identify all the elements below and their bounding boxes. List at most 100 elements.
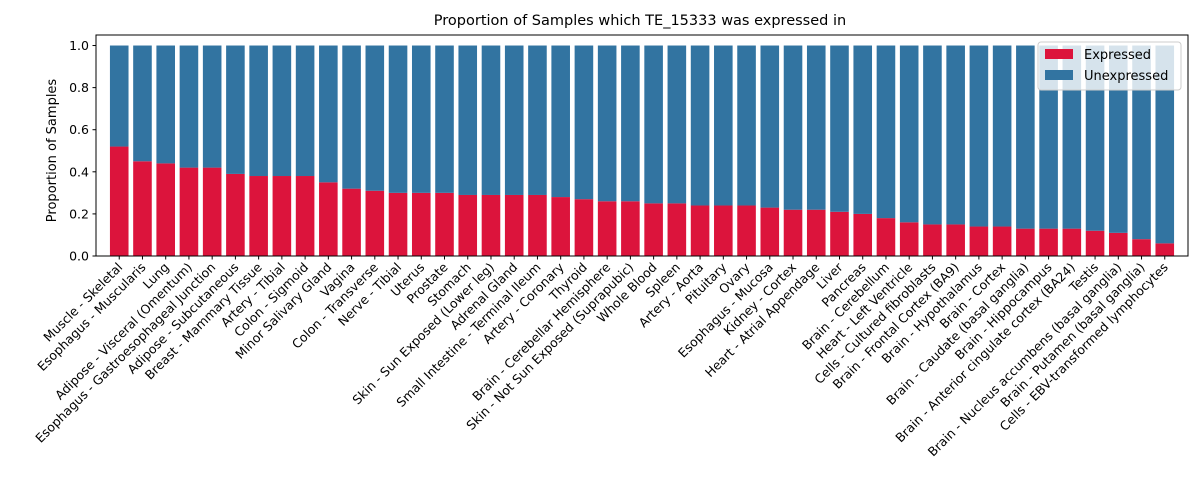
bar-expressed <box>1062 228 1082 256</box>
bar-unexpressed <box>621 45 640 202</box>
bar-expressed <box>760 207 780 256</box>
bar-unexpressed <box>179 45 199 168</box>
bar-expressed <box>830 211 849 256</box>
bar-unexpressed <box>504 45 524 195</box>
bar-unexpressed <box>133 45 152 162</box>
bar-expressed <box>621 201 640 256</box>
bar-unexpressed <box>690 45 710 206</box>
y-tick-label: 0.8 <box>69 80 89 95</box>
bar-unexpressed <box>992 45 1012 227</box>
bar-expressed <box>226 173 245 256</box>
bar-expressed <box>690 205 710 256</box>
bar-unexpressed <box>667 45 687 204</box>
bar-unexpressed <box>969 45 989 227</box>
bar-expressed <box>272 176 292 256</box>
bar-unexpressed <box>272 45 292 177</box>
bar-unexpressed <box>853 45 873 214</box>
bar-expressed <box>365 190 385 256</box>
bar-unexpressed <box>574 45 594 200</box>
bar-unexpressed <box>1132 45 1151 240</box>
bar-expressed <box>992 226 1012 256</box>
bar-expressed <box>737 205 756 256</box>
bar-expressed <box>1155 243 1175 256</box>
bar-expressed <box>249 176 268 256</box>
bar-expressed <box>319 182 338 256</box>
bar-expressed <box>458 194 478 256</box>
bar-unexpressed <box>411 45 431 193</box>
bar-expressed <box>969 226 989 256</box>
bar-unexpressed <box>806 45 826 210</box>
bar-unexpressed <box>528 45 547 195</box>
bar-expressed <box>435 192 454 256</box>
legend: Expressed Unexpressed <box>1037 41 1182 91</box>
bar-expressed <box>1132 239 1151 256</box>
bar-expressed <box>806 209 826 256</box>
bar-unexpressed <box>319 45 338 183</box>
y-tick-label: 0.0 <box>69 249 89 264</box>
bar-unexpressed <box>1016 45 1035 229</box>
bar-unexpressed <box>830 45 849 212</box>
y-axis: 0.0 0.2 0.4 0.6 0.8 1.0 <box>69 38 96 264</box>
bar-expressed <box>876 218 896 256</box>
bar-expressed <box>481 194 501 256</box>
bar-unexpressed <box>597 45 617 202</box>
bar-unexpressed <box>1109 45 1128 233</box>
bar-unexpressed <box>946 45 965 225</box>
bar-unexpressed <box>899 45 919 223</box>
bar-expressed <box>597 201 617 256</box>
bar-expressed <box>411 192 431 256</box>
bar-unexpressed <box>481 45 501 195</box>
bar-expressed <box>1085 230 1105 256</box>
legend-swatch <box>1045 70 1073 80</box>
y-axis-label: Proportion of Samples <box>45 79 60 223</box>
bar-expressed <box>504 194 524 256</box>
bar-unexpressed <box>783 45 803 210</box>
bar-expressed <box>714 205 733 256</box>
bar-expressed <box>1039 228 1058 256</box>
bar-unexpressed <box>342 45 361 189</box>
bar-unexpressed <box>1039 45 1058 229</box>
bar-expressed <box>109 146 129 256</box>
bar-unexpressed <box>365 45 385 191</box>
bar-unexpressed <box>435 45 454 193</box>
bar-unexpressed <box>156 45 175 164</box>
y-tick-label: 1.0 <box>69 38 89 53</box>
bar-expressed <box>1016 228 1035 256</box>
bar-expressed <box>179 167 199 256</box>
chart-title: Proportion of Samples which TE_15333 was… <box>434 13 846 29</box>
bar-unexpressed <box>202 45 222 168</box>
bar-unexpressed <box>295 45 315 177</box>
bar-expressed <box>342 188 361 256</box>
bar-unexpressed <box>1155 45 1175 244</box>
bar-unexpressed <box>760 45 780 208</box>
bar-expressed <box>923 224 942 256</box>
bar-expressed <box>667 203 687 256</box>
legend-label: Unexpressed <box>1084 69 1168 84</box>
bar-unexpressed <box>551 45 570 198</box>
legend-label: Expressed <box>1084 48 1151 63</box>
y-tick-label: 0.2 <box>69 206 89 221</box>
y-tick-label: 0.4 <box>69 164 89 179</box>
bar-unexpressed <box>458 45 478 195</box>
bar-unexpressed <box>923 45 942 225</box>
bar-expressed <box>1109 232 1128 256</box>
y-tick-label: 0.6 <box>69 122 89 137</box>
bar-expressed <box>133 161 152 256</box>
bar-unexpressed <box>388 45 408 193</box>
bar-expressed <box>853 213 873 256</box>
bar-unexpressed <box>226 45 245 174</box>
bar-expressed <box>156 163 175 256</box>
bar-unexpressed <box>876 45 896 219</box>
bar-expressed <box>783 209 803 256</box>
bar-unexpressed <box>1085 45 1105 231</box>
bar-unexpressed <box>1062 45 1082 229</box>
legend-box <box>1037 41 1182 91</box>
bar-expressed <box>388 192 408 256</box>
bar-unexpressed <box>644 45 663 204</box>
bar-unexpressed <box>737 45 756 206</box>
bar-expressed <box>295 176 315 256</box>
bar-expressed <box>574 199 594 256</box>
bar-expressed <box>202 167 222 256</box>
bar-expressed <box>551 197 570 256</box>
